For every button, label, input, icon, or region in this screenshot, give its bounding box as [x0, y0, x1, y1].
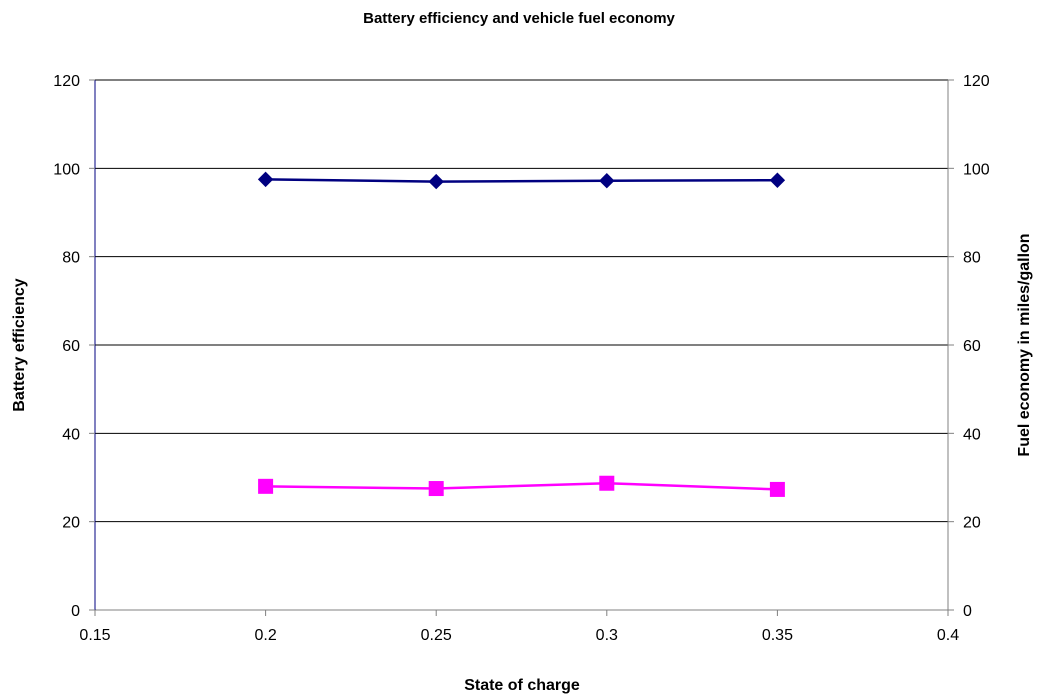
x-tick-label: 0.4: [937, 627, 959, 644]
y-tick-label-left: 20: [62, 515, 80, 532]
x-tick-label: 0.15: [79, 627, 110, 644]
tick-labels: 0.15 0.2 0.25 0.3 0.35 0.40204060801001200204…: [53, 73, 990, 644]
series-2-line: [265, 481, 778, 491]
y-tick-label-right: 100: [963, 161, 990, 178]
series-1-point: [257, 171, 274, 188]
y-tick-label-right: 40: [963, 426, 981, 443]
series-lines: [257, 171, 786, 497]
y-tick-label-left: 100: [53, 161, 80, 178]
x-tick-label: 0.35: [762, 627, 793, 644]
y-tick-label-left: 60: [62, 338, 80, 355]
y-axis-label-left: Battery efficiency: [11, 278, 28, 411]
series-2-point: [428, 481, 444, 497]
series-1-line: [265, 178, 778, 183]
y-tick-label-left: 80: [62, 250, 80, 267]
y-tick-label-right: 0: [963, 603, 972, 620]
x-tick-label: 0.2: [254, 627, 276, 644]
chart-title: Battery efficiency and vehicle fuel econ…: [363, 10, 675, 27]
series-1-point: [599, 172, 615, 189]
axes: [89, 79, 954, 616]
series-2-point: [599, 475, 615, 491]
series-2-point: [258, 478, 274, 494]
y-axis-label-right: Fuel economy in miles/gallon: [1016, 233, 1033, 456]
y-tick-label-left: 120: [53, 73, 80, 90]
series-1-point: [428, 173, 444, 190]
y-tick-label-right: 120: [963, 73, 990, 90]
series-1-point: [769, 172, 786, 188]
x-tick-label: 0.25: [421, 627, 452, 644]
y-tick-label-left: 0: [71, 603, 80, 620]
y-tick-label-right: 60: [963, 338, 981, 355]
y-tick-label-left: 40: [62, 426, 80, 443]
grid-lines: [95, 79, 948, 523]
y-tick-label-right: 80: [963, 250, 981, 267]
x-tick-label: 0.3: [596, 627, 618, 644]
series-2-point: [769, 481, 785, 497]
y-tick-label-right: 20: [963, 515, 981, 532]
x-axis-label: State of charge: [464, 677, 580, 694]
